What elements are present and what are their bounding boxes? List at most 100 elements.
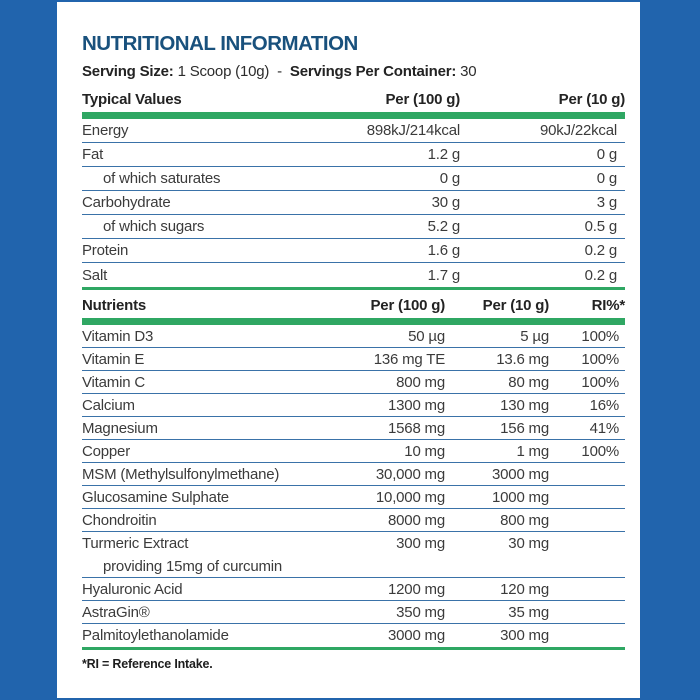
value-per-100g: 10 mg [404, 442, 445, 460]
value-per-10g: 35 mg [508, 603, 549, 621]
value-per-100g: 5.2 g [427, 218, 461, 235]
value-per-10g: 800 mg [500, 511, 549, 529]
page-title: NUTRITIONAL INFORMATION [82, 32, 358, 55]
nutrient-name: Protein [82, 242, 129, 259]
green-divider-bar [82, 112, 625, 119]
nutrient-name: Energy [82, 122, 129, 139]
value-per-100g: 800 mg [396, 373, 445, 391]
value-per-100g: 3000 mg [388, 627, 445, 644]
value-per-10g: 156 mg [500, 419, 549, 437]
nutrient-name: of which sugars [103, 218, 205, 235]
table-row: Vitamin C 800 mg 80 mg 100% [82, 371, 625, 394]
value-per-100g: 1.2 g [427, 146, 461, 163]
value-per-100g: 8000 mg [388, 511, 445, 529]
table-row: Fat 1.2 g 0 g [82, 143, 625, 167]
typical-values-header-row: Typical Values Per (100 g) Per (10 g) [82, 90, 625, 109]
value-per-100g: 1.7 g [427, 266, 461, 284]
table-row: AstraGin® 350 mg 35 mg [82, 601, 625, 624]
table-row: Chondroitin 8000 mg 800 mg [82, 509, 625, 532]
value-per-10g: 5 µg [520, 327, 549, 345]
green-divider-line [82, 287, 625, 290]
value-per-10g: 80 mg [508, 373, 549, 391]
nutrient-name: Turmeric Extract [82, 535, 189, 552]
value-per-100g: 10,000 mg [375, 488, 445, 506]
value-per-10g: 90kJ/22kcal [539, 122, 617, 139]
nutrient-name: Vitamin E [82, 350, 145, 368]
nutrients-header-row: Nutrients Per (100 g) Per (10 g) RI%* [82, 292, 625, 318]
value-per-10g: 1000 mg [492, 488, 549, 506]
table-row: Copper 10 mg 1 mg 100% [82, 440, 625, 463]
table-row: Palmitoylethanolamide 3000 mg 300 mg [82, 624, 625, 647]
value-per-100g: 1200 mg [388, 580, 445, 598]
value-per-100g: 136 mg TE [373, 350, 445, 368]
column-header: Per (100 g) [370, 296, 446, 314]
value-per-10g: 0 g [596, 170, 617, 187]
table-row: Hyaluronic Acid 1200 mg 120 mg [82, 578, 625, 601]
value-ri-percent: 100% [581, 327, 619, 345]
value-ri-percent: 100% [581, 373, 619, 391]
nutrient-name: Glucosamine Sulphate [82, 488, 229, 506]
value-per-10g: 0.5 g [584, 218, 618, 235]
table-row: Magnesium 1568 mg 156 mg 41% [82, 417, 625, 440]
table-subrow: providing 15mg of curcumin [82, 555, 625, 578]
value-per-100g: 30 g [431, 194, 461, 211]
table-row: MSM (Methylsulfonylmethane) 30,000 mg 30… [82, 463, 625, 486]
column-header: Per (10 g) [558, 91, 626, 108]
nutrients-table: Vitamin D3 50 µg 5 µg 100% Vitamin E 136… [82, 325, 625, 647]
value-ri-percent: 100% [581, 350, 619, 368]
value-per-100g: 0 g [439, 170, 460, 187]
table-row: Vitamin D3 50 µg 5 µg 100% [82, 325, 625, 348]
nutrition-label-panel: NUTRITIONAL INFORMATION Serving Size: 1 … [57, 2, 640, 698]
servings-per-container-label: Servings Per Container: [289, 63, 457, 80]
value-per-100g: 898kJ/214kcal [366, 122, 460, 139]
value-per-10g: 120 mg [500, 580, 549, 598]
nutrient-name: Salt [82, 266, 108, 284]
nutrient-name: Hyaluronic Acid [82, 580, 183, 598]
nutrient-name: MSM (Methylsulfonylmethane) [82, 465, 280, 483]
table-row: Protein 1.6 g 0.2 g [82, 239, 625, 263]
serving-size-value: 1 Scoop (10g) [177, 63, 270, 80]
nutrient-name: Calcium [82, 396, 135, 414]
reference-intake-footnote: *RI = Reference Intake. [82, 657, 213, 671]
column-header: Nutrients [82, 296, 147, 314]
column-header: Per (100 g) [385, 91, 461, 108]
table-row: Turmeric Extract 300 mg 30 mg [82, 532, 625, 555]
value-per-100g: 1300 mg [388, 396, 445, 414]
nutrient-subtext: providing 15mg of curcumin [103, 557, 283, 575]
value-per-100g: 1.6 g [427, 242, 461, 259]
value-ri-percent: 16% [589, 396, 620, 414]
green-divider-line [82, 647, 625, 650]
column-header: Typical Values [82, 91, 182, 108]
value-per-100g: 50 µg [408, 327, 445, 345]
value-per-10g: 0.2 g [584, 266, 618, 284]
value-per-10g: 0.2 g [584, 242, 618, 259]
value-ri-percent: 41% [589, 419, 620, 437]
value-per-10g: 0 g [596, 146, 617, 163]
value-per-100g: 350 mg [396, 603, 445, 621]
column-header: RI%* [591, 296, 626, 314]
nutrient-name: Vitamin D3 [82, 327, 154, 345]
table-row: Calcium 1300 mg 130 mg 16% [82, 394, 625, 417]
nutrient-name: of which saturates [103, 170, 221, 187]
table-row: Energy 898kJ/214kcal 90kJ/22kcal [82, 119, 625, 143]
value-per-100g: 300 mg [396, 535, 445, 552]
nutrient-name: Vitamin C [82, 373, 145, 391]
serving-info-line: Serving Size: 1 Scoop (10g) - Servings P… [82, 63, 625, 80]
servings-per-container-value: 30 [460, 63, 477, 80]
table-row: Glucosamine Sulphate 10,000 mg 1000 mg [82, 486, 625, 509]
value-per-10g: 300 mg [500, 627, 549, 644]
serving-separator: - [277, 63, 282, 80]
green-divider-bar [82, 318, 625, 325]
table-row: Vitamin E 136 mg TE 13.6 mg 100% [82, 348, 625, 371]
nutrient-name: Carbohydrate [82, 194, 171, 211]
table-row: Salt 1.7 g 0.2 g [82, 263, 625, 287]
value-ri-percent: 100% [581, 442, 619, 460]
value-per-10g: 3000 mg [492, 465, 549, 483]
value-per-100g: 1568 mg [388, 419, 445, 437]
nutrient-name: Magnesium [82, 419, 158, 437]
value-per-10g: 30 mg [508, 535, 549, 552]
table-row: of which sugars 5.2 g 0.5 g [82, 215, 625, 239]
value-per-10g: 3 g [596, 194, 617, 211]
column-header: Per (10 g) [482, 296, 550, 314]
value-per-10g: 13.6 mg [496, 350, 549, 368]
